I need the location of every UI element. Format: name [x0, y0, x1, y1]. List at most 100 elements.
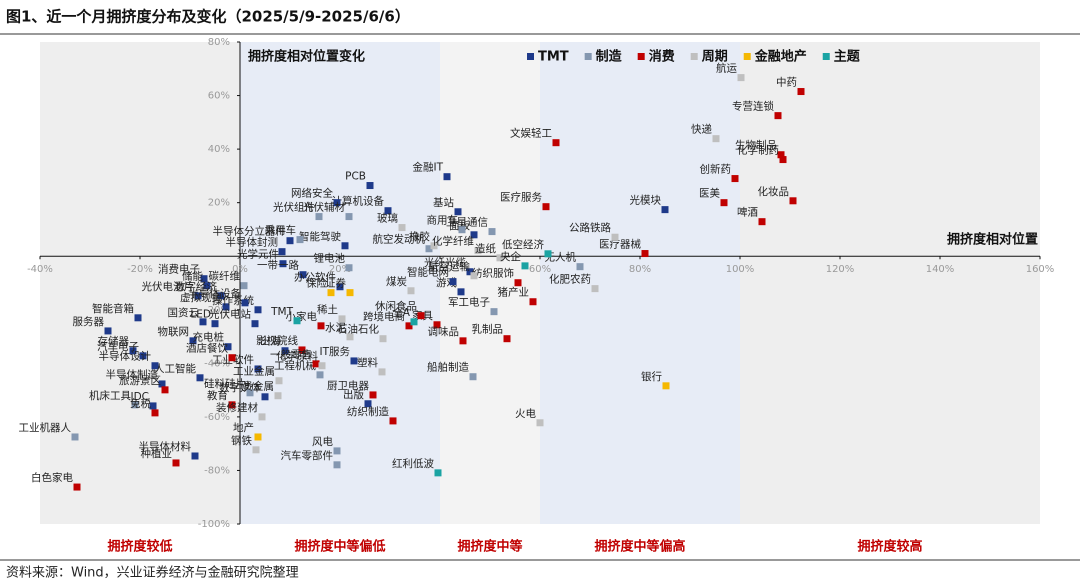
- y-tick-label: 40%: [208, 144, 230, 155]
- point: [293, 317, 301, 325]
- point-label: 厨卫电器: [327, 379, 369, 392]
- point: [529, 298, 537, 306]
- y-tick-label: 20%: [208, 198, 230, 209]
- point: [333, 461, 341, 469]
- point-label: 金融IT: [412, 161, 443, 174]
- source-note: 资料来源：Wind，兴业证券经济与金融研究院整理: [6, 565, 299, 581]
- point-label: 酒店餐饮: [186, 342, 228, 355]
- point-label: 船舶制造: [427, 361, 469, 374]
- point-label: 航运: [716, 62, 737, 75]
- point-label: 网络安全: [291, 187, 333, 200]
- point-label: 纺织服饰: [472, 267, 514, 280]
- point-label: 医美: [699, 187, 720, 200]
- point: [254, 365, 262, 373]
- point: [430, 242, 438, 250]
- point: [470, 231, 478, 239]
- point-label: 化学原料: [276, 350, 318, 363]
- point: [470, 272, 478, 280]
- point: [199, 318, 207, 326]
- point-label: 存储器: [98, 335, 130, 348]
- point-label: 航空运输: [428, 260, 470, 273]
- legend-swatch: [822, 53, 830, 60]
- point: [341, 242, 349, 250]
- point: [779, 156, 787, 164]
- point: [246, 389, 254, 397]
- point: [366, 182, 374, 190]
- point-label: 智能音箱: [92, 302, 134, 315]
- point-label: 医疗服务: [500, 191, 542, 204]
- point: [469, 373, 477, 381]
- point: [458, 226, 466, 234]
- point: [536, 419, 544, 427]
- point: [338, 315, 346, 323]
- point-label: 休闲食品: [375, 300, 417, 313]
- point-label: 医疗器械: [599, 238, 641, 251]
- x-tick-label: 0%: [232, 264, 248, 275]
- point: [449, 278, 457, 286]
- point: [474, 247, 482, 255]
- point-label: 低空经济: [502, 238, 544, 251]
- point: [333, 447, 341, 455]
- point-label: 光伏组件: [273, 201, 315, 214]
- point-label: 光纤光缆: [424, 256, 466, 269]
- point-label: 化肥农药: [549, 273, 591, 286]
- point-label: 水泥: [325, 321, 346, 334]
- point-label: 消费电子: [158, 263, 200, 276]
- point: [228, 401, 236, 409]
- point: [217, 292, 225, 300]
- point-label: 数字经济: [175, 280, 217, 293]
- point: [228, 354, 236, 362]
- point: [254, 433, 262, 441]
- point: [758, 218, 766, 226]
- point-label: 商用车: [427, 214, 459, 227]
- point: [662, 382, 670, 390]
- point: [591, 285, 599, 293]
- point-label: 石油石化: [337, 323, 379, 336]
- point: [720, 199, 728, 207]
- point-label: 玻璃: [377, 212, 398, 225]
- point-label: 半导体封测: [226, 236, 279, 249]
- point: [224, 343, 232, 351]
- point-label: 稀土: [317, 303, 338, 316]
- point-label: 乳制品: [472, 323, 504, 336]
- legend-swatch: [584, 53, 592, 60]
- point-label: 出海: [260, 335, 281, 348]
- x-tick-label: 40%: [429, 264, 451, 275]
- point: [317, 322, 325, 330]
- x-tick-label: 60%: [529, 264, 551, 275]
- point-label: 碳纤维: [209, 270, 241, 283]
- point-label: LED: [190, 309, 211, 321]
- point: [544, 250, 552, 258]
- point: [222, 303, 230, 311]
- point: [407, 287, 415, 295]
- band-label: 拥挤度中等: [457, 539, 522, 555]
- point-label: 航空发动机: [373, 233, 426, 246]
- point-label: 光学元件: [237, 248, 279, 261]
- point: [641, 250, 649, 258]
- point-label: 证券: [325, 277, 346, 290]
- point: [731, 175, 739, 183]
- x-tick-label: 100%: [726, 264, 755, 275]
- point: [104, 327, 112, 335]
- point-label: 工业机器人: [19, 421, 72, 434]
- y-tick-label: -40%: [204, 358, 230, 369]
- point-label: 军工电子: [448, 296, 490, 309]
- point-label: 橡胶: [409, 230, 430, 243]
- point-label: 出版: [343, 388, 364, 401]
- point: [379, 335, 387, 343]
- point-label: 保险: [306, 277, 327, 290]
- point: [521, 262, 529, 270]
- point: [299, 271, 307, 279]
- point-label: 充电桩: [193, 331, 225, 344]
- point: [203, 282, 211, 290]
- point-label: 跨境电商: [363, 310, 405, 323]
- point-label: 半导体材料: [139, 440, 192, 453]
- point: [196, 374, 204, 382]
- point: [134, 314, 142, 322]
- point: [286, 237, 294, 245]
- point-label: 虚拟现实: [180, 291, 222, 304]
- point: [333, 199, 341, 207]
- point-label: PCB: [345, 171, 366, 183]
- point-label: 乘用车: [265, 224, 297, 237]
- point: [149, 402, 157, 410]
